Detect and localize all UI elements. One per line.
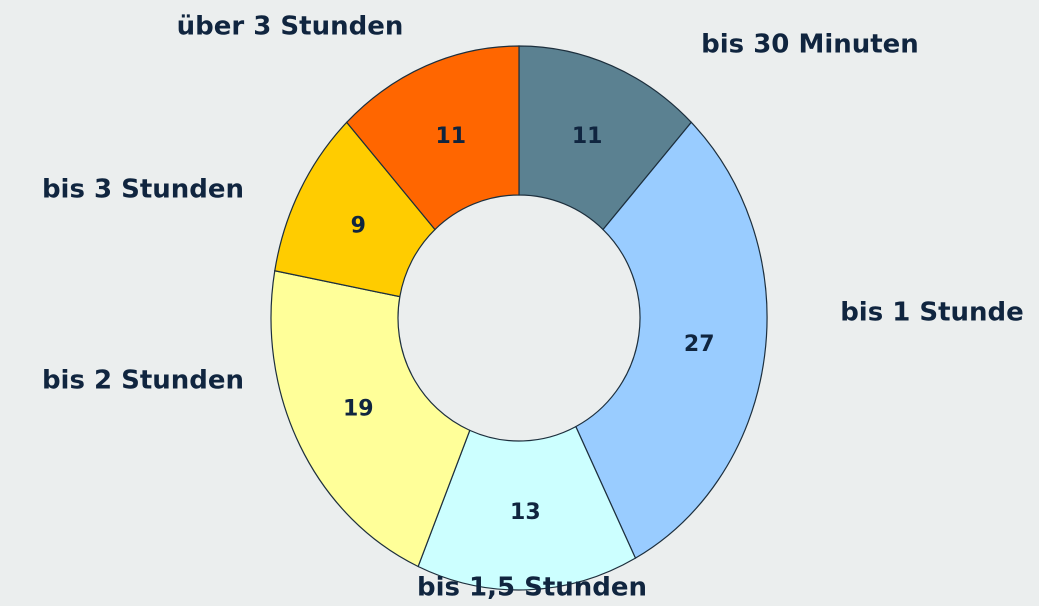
category-label: bis 1,5 Stunden <box>417 573 647 603</box>
value-label: 13 <box>510 500 541 525</box>
donut-segment <box>518 45 693 231</box>
donut-segment <box>270 270 471 568</box>
category-label: bis 30 Minuten <box>701 30 919 60</box>
value-label: 19 <box>343 397 374 422</box>
value-label: 11 <box>572 124 603 149</box>
category-label: über 3 Stunden <box>177 12 404 42</box>
value-label: 11 <box>436 124 467 149</box>
category-label: bis 3 Stunden <box>42 175 244 205</box>
donut-segment <box>345 45 520 231</box>
category-label: bis 1 Stunde <box>840 298 1024 328</box>
donut-segment <box>575 121 768 560</box>
value-label: 27 <box>684 332 715 357</box>
donut-segment <box>417 425 637 591</box>
category-label: bis 2 Stunden <box>42 366 244 396</box>
value-label: 9 <box>351 213 366 238</box>
